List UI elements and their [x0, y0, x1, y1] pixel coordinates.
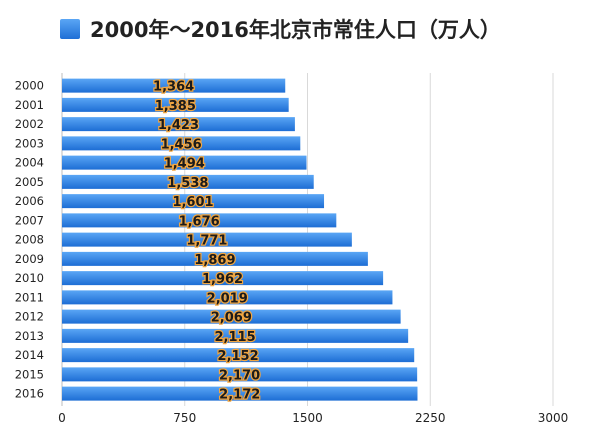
legend-swatch: [60, 19, 80, 39]
y-tick-label: 2008: [15, 233, 44, 247]
bar: [62, 271, 384, 286]
x-tick-label: 3000: [538, 411, 569, 425]
bar: [62, 328, 409, 343]
y-tick-label: 2013: [15, 329, 44, 343]
bars: [62, 78, 418, 401]
bar: [62, 97, 289, 112]
data-label: 2,019: [207, 291, 248, 306]
legend: 2000年～2016年北京市常住人口（万人）: [60, 14, 501, 44]
x-tick-label: 1500: [292, 411, 323, 425]
y-tick-label: 2004: [15, 156, 44, 170]
y-tick-label: 2011: [15, 290, 44, 304]
data-label: 1,771: [186, 234, 227, 249]
bar: [62, 386, 418, 401]
x-tick-label: 750: [173, 411, 196, 425]
y-tick-label: 2014: [15, 348, 44, 362]
y-tick-label: 2007: [15, 213, 44, 227]
data-label: 1,364: [153, 80, 194, 95]
y-tick-label: 2012: [15, 310, 44, 324]
data-label: 1,456: [161, 137, 202, 152]
value-labels: 1,364 1,385 1,423 1,456 1,494 1,538 1,601 1,676…: [152, 78, 262, 403]
x-axis: 0 750 1500 2250 3000: [58, 411, 568, 425]
y-tick-label: 2009: [15, 252, 44, 266]
data-label: 2,115: [215, 330, 256, 345]
bar: [62, 309, 401, 324]
bar: [62, 348, 415, 363]
data-label: 1,676: [179, 214, 220, 229]
data-label: 1,601: [172, 195, 213, 210]
y-tick-label: 2015: [15, 367, 44, 381]
data-label: 1,538: [167, 176, 208, 191]
bar: [62, 290, 393, 305]
bar: [62, 213, 337, 228]
chart-title: 2000年～2016年北京市常住人口（万人）: [90, 18, 501, 42]
y-tick-label: 2016: [15, 387, 44, 401]
y-tick-label: 2002: [15, 117, 44, 131]
bar: [62, 136, 301, 151]
x-tick-label: 2250: [415, 411, 446, 425]
data-label: 1,962: [202, 272, 243, 287]
bar: [62, 155, 307, 170]
bar: [62, 194, 325, 209]
data-label: 1,385: [155, 99, 196, 114]
bar: [62, 367, 418, 382]
bar: [62, 117, 295, 132]
y-tick-label: 2005: [15, 175, 44, 189]
y-tick-label: 2001: [15, 98, 44, 112]
bar: [62, 174, 314, 189]
data-label: 1,869: [194, 253, 235, 268]
y-tick-label: 2000: [15, 79, 44, 93]
bar: [62, 78, 286, 93]
data-label: 2,170: [219, 368, 260, 383]
data-label: 2,069: [211, 311, 252, 326]
bar: [62, 232, 352, 247]
category-labels: 2000 2001 2002 2003 2004 2005 2006 2007 2008 2009…: [15, 79, 44, 401]
y-tick-label: 2010: [15, 271, 44, 285]
data-label: 1,423: [158, 118, 199, 133]
data-label: 1,494: [164, 157, 205, 172]
bar: [62, 251, 368, 266]
data-label: 2,152: [218, 349, 259, 364]
y-tick-label: 2006: [15, 194, 44, 208]
data-label: 2,172: [219, 388, 260, 403]
y-tick-label: 2003: [15, 136, 44, 150]
x-tick-label: 0: [58, 411, 66, 425]
